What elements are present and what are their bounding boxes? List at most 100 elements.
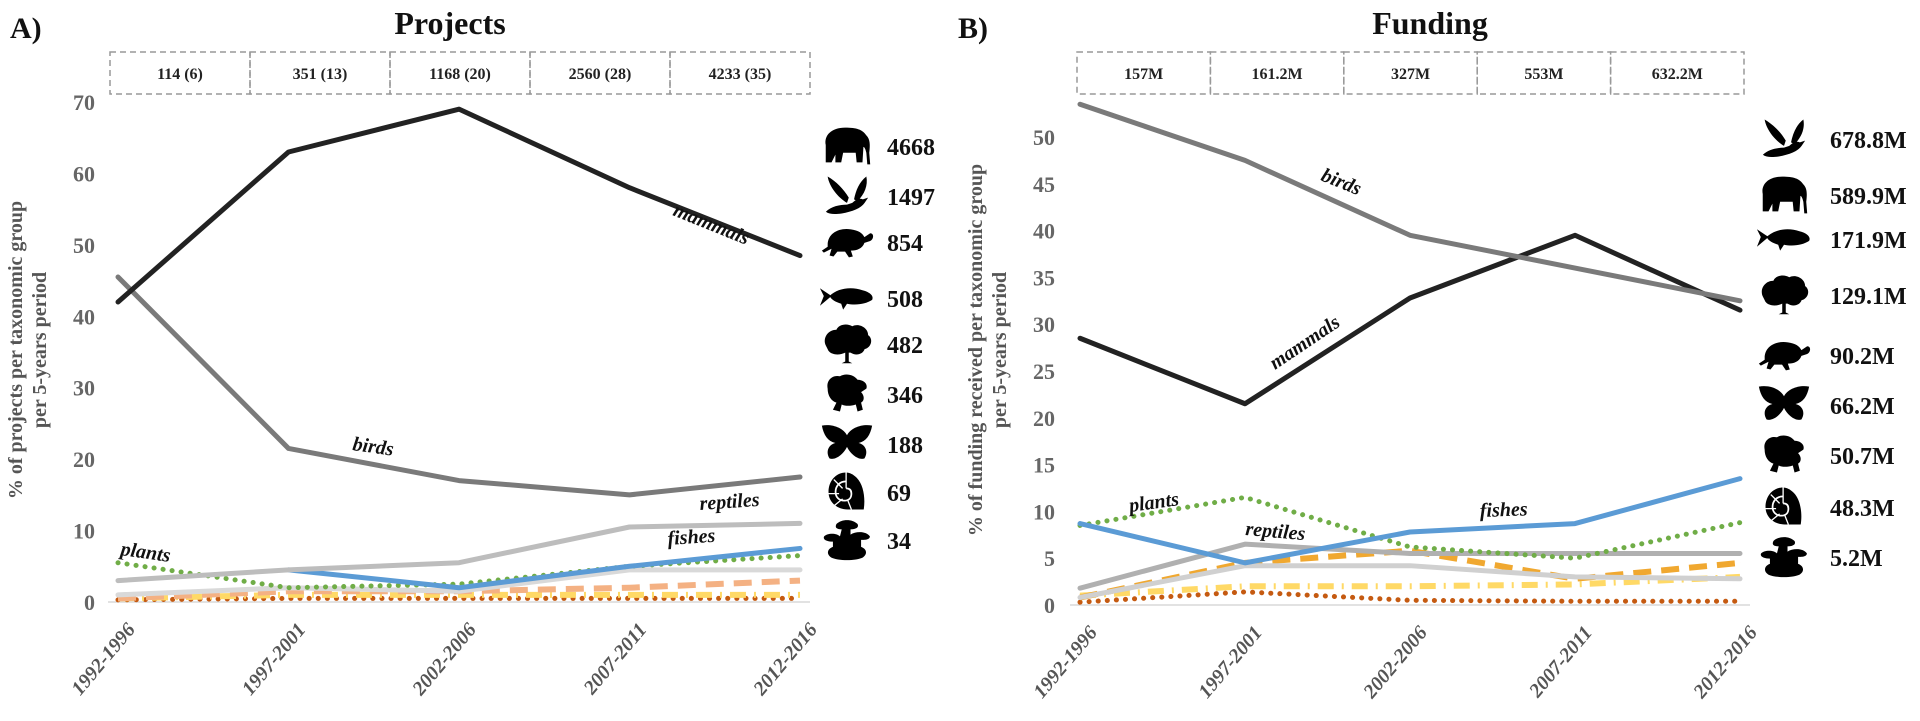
y-axis-label: % of projects per taxonomic group per 5-y… (5, 201, 51, 499)
series-line-insects (1079, 547, 1741, 601)
y-tick-label: 50 (1033, 125, 1055, 150)
icon-legend-value: 482 (887, 333, 923, 359)
y-tick-label: 60 (73, 161, 95, 186)
x-tick-label: 2002-2006 (1359, 622, 1432, 703)
y-tick-label: 20 (1033, 406, 1055, 431)
fish-icon (1756, 229, 1810, 251)
y-tick-label: 5 (1044, 546, 1055, 571)
icon-legend-value: 678.8M (1830, 128, 1907, 154)
icon-legend-value: 4668 (887, 135, 935, 161)
period-total-label: 161.2M (1252, 66, 1303, 83)
y-tick-label: 50 (73, 233, 95, 258)
turtle-icon (1758, 342, 1811, 371)
series-label-plants: plants (1126, 488, 1181, 517)
series-line-fishes (1077, 476, 1743, 566)
series-line-fishes (286, 545, 803, 591)
period-total-label: 553M (1524, 66, 1563, 83)
elephant-icon (1762, 176, 1808, 214)
icon-legend-value: 171.9M (1830, 228, 1907, 254)
panel-a-projects: A) Projects 114 (6) 351 (13) 1168 (20) 2560 (… (5, 5, 935, 700)
y-tick-label: 30 (73, 376, 95, 401)
period-total-label: 1168 (20) (429, 66, 491, 83)
icon-legend-value: 34 (887, 529, 911, 555)
series-label-reptiles: reptiles (1245, 518, 1307, 545)
y-tick-label: 40 (1033, 219, 1055, 244)
chart-title: Funding (1372, 5, 1488, 41)
y-tick-label: 20 (73, 447, 95, 472)
series-label-mammals: mammals (670, 199, 753, 249)
panel-label: B) (958, 12, 988, 45)
y-tick-label: 70 (73, 90, 95, 115)
y-tick-label: 35 (1033, 265, 1055, 290)
icon-legend-value: 854 (887, 231, 923, 257)
icon-legend-value: 346 (887, 383, 923, 409)
series-line-mollusks (1077, 589, 1743, 605)
series-label-reptiles: reptiles (699, 489, 761, 515)
butterfly-icon (1758, 386, 1810, 420)
x-tick-label: 2007-2011 (1524, 622, 1596, 702)
y-axis-label: % of funding received per taxonomic grou… (965, 164, 1011, 536)
x-tick-label: 2007-2011 (579, 619, 651, 699)
x-tick-label: 2012-2016 (1689, 622, 1762, 703)
icon-legend-value: 48.3M (1830, 496, 1895, 522)
series-line-birds (1077, 101, 1743, 304)
y-tick-label: 25 (1033, 359, 1055, 384)
y-tick-label: 45 (1033, 172, 1055, 197)
icon-legend-value: 1497 (887, 185, 935, 211)
bird-icon (825, 176, 869, 215)
period-total-box (669, 51, 811, 95)
period-total-label: 351 (13) (293, 66, 348, 83)
y-tick-label: 10 (73, 519, 95, 544)
y-tick-label: 15 (1033, 453, 1055, 478)
chart-title: Projects (394, 5, 505, 41)
y-axis-label-line: % of projects per taxonomic group (5, 201, 27, 499)
x-tick-label: 1992-1996 (1029, 622, 1102, 703)
y-axis-label-line: per 5-years period (29, 272, 51, 428)
x-tick-label: 2012-2016 (749, 619, 822, 700)
panel-b-funding: B) Funding 157M 161.2M 327M 553M 632.2M 0 5 10 15 2… (958, 5, 1907, 703)
period-total-label: 114 (6) (157, 66, 203, 83)
tree-icon (824, 324, 872, 364)
y-tick-label: 0 (1044, 593, 1055, 618)
icon-legend-value: 69 (887, 481, 911, 507)
x-tick-label: 1992-1996 (67, 619, 140, 700)
icon-legend-value: 129.1M (1830, 284, 1907, 310)
series-label-birds: birds (351, 433, 395, 461)
period-total-label: 157M (1124, 66, 1163, 83)
turtle-icon (821, 229, 874, 258)
frog-icon (1764, 435, 1804, 473)
icon-legend-value: 508 (887, 287, 923, 313)
icon-legend-value: 188 (887, 433, 923, 459)
series-line-plants (1077, 494, 1743, 561)
series-line-mammals (115, 106, 803, 305)
series-line-fungi (117, 591, 800, 602)
icon-legend-value: 90.2M (1830, 344, 1895, 370)
y-axis-label-line: per 5-years period (989, 272, 1011, 428)
period-total-box (1476, 51, 1612, 95)
period-total-label: 2560 (28) (569, 66, 632, 83)
y-tick-label: 10 (1033, 499, 1055, 524)
period-total-box (1609, 51, 1745, 95)
icon-legend-value: 50.7M (1830, 444, 1895, 470)
y-tick-label: 30 (1033, 312, 1055, 337)
icon-legend-value: 589.9M (1830, 184, 1907, 210)
y-axis-label-line: % of funding received per taxonomic grou… (965, 164, 987, 536)
icon-legend-value: 5.2M (1830, 546, 1883, 572)
icon-legend-value: 66.2M (1830, 394, 1895, 420)
x-tick-label: 1997-2001 (1194, 622, 1267, 703)
tree-icon (1761, 275, 1809, 315)
period-total-box (1209, 51, 1345, 95)
mushroom-icon (1760, 537, 1807, 578)
period-total-label: 632.2M (1652, 66, 1703, 83)
y-tick-label: 0 (84, 590, 95, 615)
nautilus-shell-icon (1764, 486, 1803, 526)
series-line-birds (115, 274, 803, 498)
series-label-fishes: fishes (667, 525, 716, 550)
butterfly-icon (821, 425, 873, 459)
period-total-label: 327M (1391, 66, 1430, 83)
panel-label: A) (10, 12, 42, 45)
y-tick-label: 40 (73, 304, 95, 329)
mushroom-icon (823, 520, 870, 561)
period-total-box (1076, 51, 1212, 95)
